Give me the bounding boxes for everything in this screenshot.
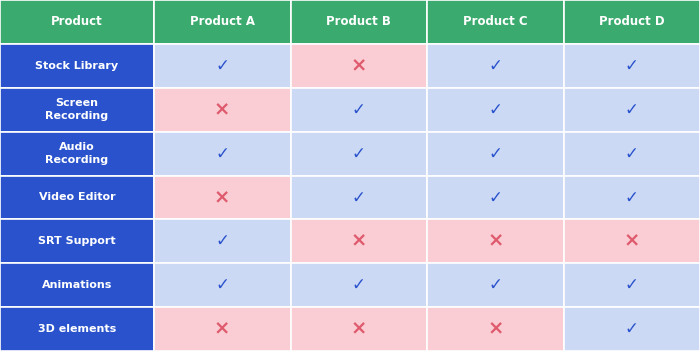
FancyBboxPatch shape — [290, 219, 427, 263]
FancyBboxPatch shape — [427, 88, 564, 132]
Text: Product D: Product D — [599, 15, 664, 28]
FancyBboxPatch shape — [0, 307, 154, 351]
Text: ✓: ✓ — [489, 188, 502, 206]
FancyBboxPatch shape — [154, 307, 290, 351]
FancyBboxPatch shape — [0, 132, 154, 176]
Text: ✓: ✓ — [625, 145, 638, 163]
Text: ×: × — [214, 319, 230, 339]
Text: ✓: ✓ — [625, 188, 638, 206]
FancyBboxPatch shape — [0, 176, 154, 219]
Text: ✓: ✓ — [216, 276, 229, 294]
Text: ✓: ✓ — [489, 57, 502, 75]
FancyBboxPatch shape — [154, 263, 290, 307]
FancyBboxPatch shape — [564, 44, 700, 88]
Text: Video Editor: Video Editor — [38, 192, 116, 203]
Text: ✓: ✓ — [216, 145, 229, 163]
Text: ×: × — [351, 232, 367, 251]
FancyBboxPatch shape — [427, 132, 564, 176]
FancyBboxPatch shape — [0, 0, 154, 44]
FancyBboxPatch shape — [290, 88, 427, 132]
FancyBboxPatch shape — [427, 219, 564, 263]
Text: ✓: ✓ — [352, 188, 365, 206]
Text: ×: × — [214, 100, 230, 119]
Text: ✓: ✓ — [352, 101, 365, 119]
FancyBboxPatch shape — [427, 44, 564, 88]
Text: ✓: ✓ — [625, 276, 638, 294]
FancyBboxPatch shape — [427, 0, 564, 44]
FancyBboxPatch shape — [564, 132, 700, 176]
Text: 3D elements: 3D elements — [38, 324, 116, 334]
FancyBboxPatch shape — [290, 0, 427, 44]
FancyBboxPatch shape — [564, 307, 700, 351]
Text: Audio
Recording: Audio Recording — [46, 143, 108, 165]
FancyBboxPatch shape — [427, 263, 564, 307]
FancyBboxPatch shape — [564, 0, 700, 44]
FancyBboxPatch shape — [154, 176, 290, 219]
FancyBboxPatch shape — [564, 263, 700, 307]
FancyBboxPatch shape — [564, 88, 700, 132]
Text: SRT Support: SRT Support — [38, 236, 116, 246]
Text: ×: × — [487, 319, 503, 339]
FancyBboxPatch shape — [154, 0, 290, 44]
FancyBboxPatch shape — [154, 44, 290, 88]
Text: Product C: Product C — [463, 15, 528, 28]
Text: ✓: ✓ — [216, 57, 229, 75]
Text: ✓: ✓ — [625, 101, 638, 119]
FancyBboxPatch shape — [427, 176, 564, 219]
Text: ✓: ✓ — [625, 320, 638, 338]
FancyBboxPatch shape — [154, 132, 290, 176]
FancyBboxPatch shape — [427, 307, 564, 351]
FancyBboxPatch shape — [290, 263, 427, 307]
FancyBboxPatch shape — [0, 263, 154, 307]
Text: ✓: ✓ — [489, 145, 502, 163]
FancyBboxPatch shape — [0, 88, 154, 132]
FancyBboxPatch shape — [0, 219, 154, 263]
Text: Product A: Product A — [190, 15, 255, 28]
FancyBboxPatch shape — [0, 44, 154, 88]
Text: ✓: ✓ — [216, 232, 229, 250]
Text: Product B: Product B — [326, 15, 391, 28]
Text: ×: × — [624, 232, 640, 251]
FancyBboxPatch shape — [154, 88, 290, 132]
Text: Product: Product — [51, 15, 103, 28]
Text: ✓: ✓ — [352, 276, 365, 294]
FancyBboxPatch shape — [290, 44, 427, 88]
Text: ×: × — [487, 232, 503, 251]
Text: ✓: ✓ — [352, 145, 365, 163]
FancyBboxPatch shape — [154, 219, 290, 263]
Text: ✓: ✓ — [489, 101, 502, 119]
FancyBboxPatch shape — [290, 132, 427, 176]
Text: Stock Library: Stock Library — [36, 61, 118, 71]
FancyBboxPatch shape — [290, 307, 427, 351]
Text: Animations: Animations — [42, 280, 112, 290]
Text: ✓: ✓ — [625, 57, 638, 75]
FancyBboxPatch shape — [564, 219, 700, 263]
Text: Screen
Recording: Screen Recording — [46, 99, 108, 121]
Text: ×: × — [214, 188, 230, 207]
FancyBboxPatch shape — [564, 176, 700, 219]
Text: ×: × — [351, 319, 367, 339]
Text: ×: × — [351, 56, 367, 75]
FancyBboxPatch shape — [290, 176, 427, 219]
Text: ✓: ✓ — [489, 276, 502, 294]
